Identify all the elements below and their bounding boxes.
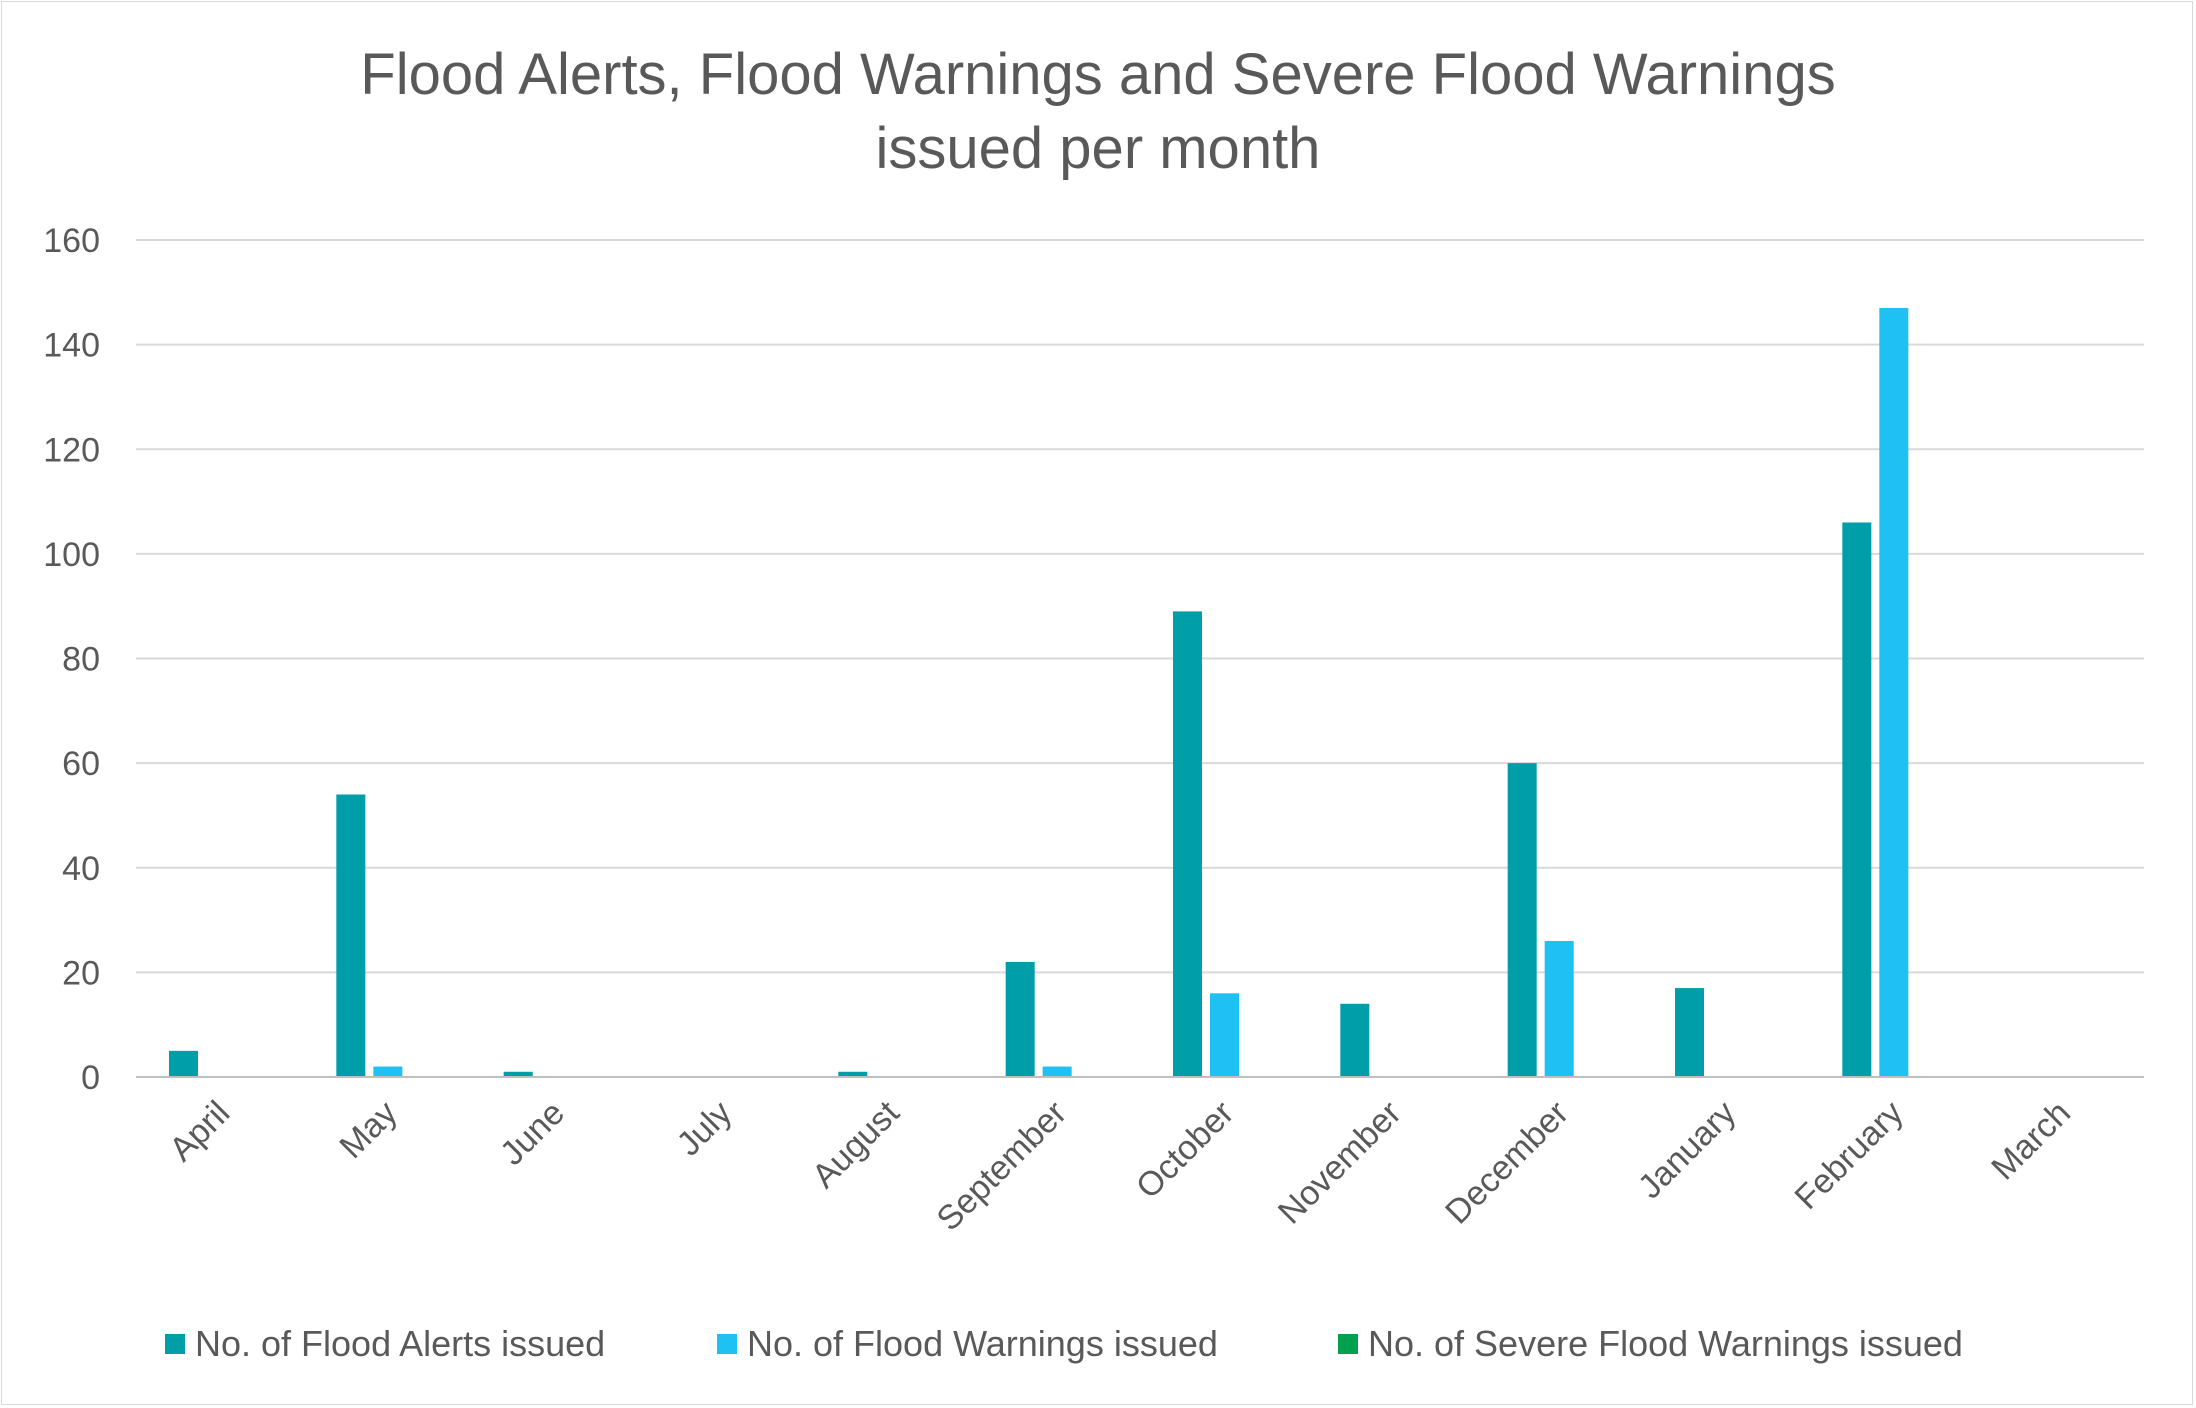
y-tick-label: 100 xyxy=(43,536,100,574)
x-tick-label: May xyxy=(332,1094,404,1166)
chart-title: Flood Alerts, Flood Warnings and Severe … xyxy=(360,42,1835,181)
y-tick-label: 120 xyxy=(43,431,100,469)
x-tick-label: March xyxy=(1984,1094,2078,1188)
legend-swatch xyxy=(165,1334,185,1354)
bar xyxy=(1173,611,1202,1077)
bar xyxy=(1842,522,1872,1077)
legend-swatch xyxy=(717,1334,737,1354)
bar xyxy=(1042,1066,1072,1077)
legend-label: No. of Flood Warnings issued xyxy=(747,1323,1218,1364)
y-tick-label: 0 xyxy=(81,1059,100,1097)
y-tick-label: 20 xyxy=(62,954,100,992)
y-tick-label: 60 xyxy=(62,745,100,783)
chart-title-line-1: Flood Alerts, Flood Warnings and Severe … xyxy=(360,42,1835,107)
bar xyxy=(169,1050,198,1077)
y-tick-label: 40 xyxy=(62,850,100,888)
y-tick-label: 160 xyxy=(43,222,100,260)
bar xyxy=(838,1071,868,1077)
chart-title-line-2: issued per month xyxy=(876,116,1321,181)
x-tick-label: February xyxy=(1788,1094,1911,1217)
bar xyxy=(373,1066,403,1077)
legend-swatch xyxy=(1338,1334,1358,1354)
bar xyxy=(336,794,366,1077)
x-tick-label: October xyxy=(1129,1094,1241,1206)
bar xyxy=(1879,308,1909,1078)
bars xyxy=(169,308,1909,1078)
x-axis: April May June July August September October No… xyxy=(136,1076,2144,1238)
x-tick-label: December xyxy=(1438,1094,1576,1232)
x-tick-label: June xyxy=(493,1094,572,1173)
y-axis-ticks: 0 20 40 60 80 100 120 140 160 xyxy=(43,222,100,1097)
y-tick-label: 80 xyxy=(62,641,100,679)
legend: No. of Flood Alerts issued No. of Flood W… xyxy=(165,1323,1963,1364)
bar xyxy=(1005,961,1035,1077)
x-tick-label: August xyxy=(805,1093,907,1195)
legend-label: No. of Flood Alerts issued xyxy=(195,1323,605,1364)
gridlines xyxy=(136,239,2144,974)
x-tick-label: April xyxy=(162,1094,237,1169)
bar xyxy=(503,1071,533,1077)
bar xyxy=(1340,1003,1370,1077)
x-tick-label: September xyxy=(930,1094,1074,1238)
bar xyxy=(1544,940,1574,1077)
bar xyxy=(1210,993,1239,1077)
bar xyxy=(1507,763,1537,1077)
x-tick-label: November xyxy=(1271,1094,1409,1232)
bar xyxy=(1675,988,1704,1077)
x-tick-label: January xyxy=(1631,1094,1743,1206)
y-tick-label: 140 xyxy=(43,327,100,365)
legend-label: No. of Severe Flood Warnings issued xyxy=(1368,1323,1963,1364)
x-tick-label: July xyxy=(670,1094,740,1164)
